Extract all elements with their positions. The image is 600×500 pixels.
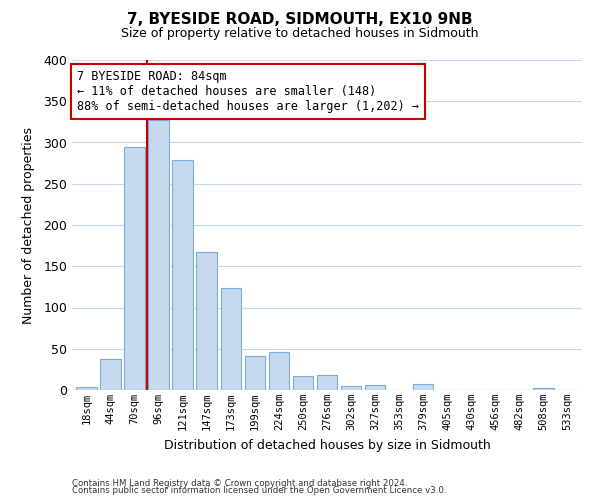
Bar (172, 160, 193, 390)
Bar (221, 288, 241, 390)
Bar (196, 252, 217, 390)
Bar (341, 386, 361, 390)
Text: 7 BYESIDE ROAD: 84sqm
← 11% of detached houses are smaller (148)
88% of semi-det: 7 BYESIDE ROAD: 84sqm ← 11% of detached … (77, 70, 419, 113)
Text: Contains public sector information licensed under the Open Government Licence v3: Contains public sector information licen… (72, 486, 446, 495)
Bar (100, 360, 121, 390)
Bar (533, 388, 554, 390)
Text: 7, BYESIDE ROAD, SIDMOUTH, EX10 9NB: 7, BYESIDE ROAD, SIDMOUTH, EX10 9NB (127, 12, 473, 28)
Y-axis label: Number of detached properties: Number of detached properties (22, 126, 35, 324)
Bar (317, 375, 337, 390)
Bar (148, 120, 169, 390)
Bar (124, 146, 145, 390)
Text: Size of property relative to detached houses in Sidmouth: Size of property relative to detached ho… (121, 28, 479, 40)
X-axis label: Distribution of detached houses by size in Sidmouth: Distribution of detached houses by size … (164, 438, 490, 452)
Text: Contains HM Land Registry data © Crown copyright and database right 2024.: Contains HM Land Registry data © Crown c… (72, 478, 407, 488)
Bar (365, 385, 385, 390)
Bar (245, 356, 265, 390)
Bar (413, 384, 433, 390)
Bar (269, 352, 289, 390)
Bar (76, 386, 97, 390)
Bar (293, 376, 313, 390)
